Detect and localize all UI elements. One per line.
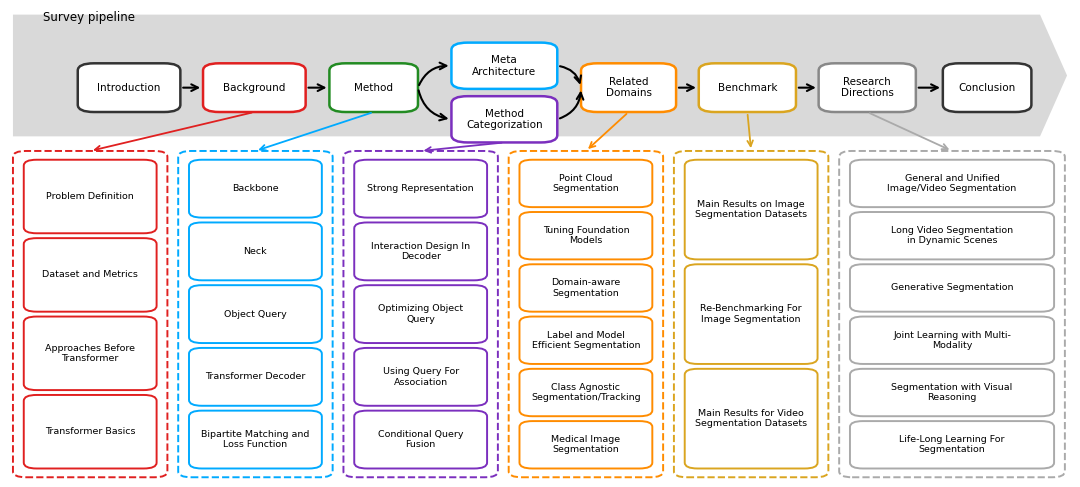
FancyBboxPatch shape	[850, 421, 1054, 468]
FancyBboxPatch shape	[519, 317, 652, 364]
Text: Joint Learning with Multi-
Modality: Joint Learning with Multi- Modality	[893, 331, 1011, 350]
FancyBboxPatch shape	[451, 43, 557, 89]
Text: Conclusion: Conclusion	[958, 83, 1016, 93]
Text: General and Unified
Image/Video Segmentation: General and Unified Image/Video Segmenta…	[888, 174, 1016, 193]
FancyBboxPatch shape	[519, 421, 652, 468]
Text: Neck: Neck	[244, 247, 267, 256]
FancyBboxPatch shape	[674, 151, 828, 477]
Polygon shape	[13, 15, 1067, 136]
FancyBboxPatch shape	[189, 160, 322, 218]
FancyBboxPatch shape	[329, 63, 418, 112]
FancyBboxPatch shape	[850, 317, 1054, 364]
FancyBboxPatch shape	[850, 369, 1054, 416]
Text: Introduction: Introduction	[97, 83, 161, 93]
Text: Object Query: Object Query	[224, 310, 287, 318]
FancyBboxPatch shape	[685, 369, 818, 468]
FancyBboxPatch shape	[685, 264, 818, 364]
Text: Interaction Design In
Decoder: Interaction Design In Decoder	[372, 242, 470, 261]
FancyBboxPatch shape	[189, 411, 322, 468]
FancyBboxPatch shape	[178, 151, 333, 477]
FancyBboxPatch shape	[189, 285, 322, 343]
Text: Domain-aware
Segmentation: Domain-aware Segmentation	[551, 278, 621, 298]
FancyBboxPatch shape	[354, 411, 487, 468]
FancyBboxPatch shape	[343, 151, 498, 477]
Text: Class Agnostic
Segmentation/Tracking: Class Agnostic Segmentation/Tracking	[531, 383, 640, 402]
FancyBboxPatch shape	[850, 160, 1054, 207]
Text: Medical Image
Segmentation: Medical Image Segmentation	[551, 435, 621, 454]
FancyBboxPatch shape	[850, 212, 1054, 260]
FancyBboxPatch shape	[189, 348, 322, 406]
Text: Strong Representation: Strong Representation	[367, 184, 474, 193]
FancyBboxPatch shape	[78, 63, 180, 112]
Text: Related
Domains: Related Domains	[606, 77, 651, 98]
Text: Life-Long Learning For
Segmentation: Life-Long Learning For Segmentation	[900, 435, 1004, 454]
Text: Method: Method	[354, 83, 393, 93]
Text: Using Query For
Association: Using Query For Association	[382, 367, 459, 387]
Text: Tuning Foundation
Models: Tuning Foundation Models	[542, 226, 630, 245]
FancyBboxPatch shape	[189, 223, 322, 281]
Text: Dataset and Metrics: Dataset and Metrics	[42, 270, 138, 280]
Text: Main Results on Image
Segmentation Datasets: Main Results on Image Segmentation Datas…	[696, 200, 807, 219]
FancyBboxPatch shape	[354, 285, 487, 343]
FancyBboxPatch shape	[581, 63, 676, 112]
Text: Method
Categorization: Method Categorization	[467, 109, 542, 130]
FancyBboxPatch shape	[354, 160, 487, 218]
Text: Optimizing Object
Query: Optimizing Object Query	[378, 304, 463, 324]
FancyBboxPatch shape	[839, 151, 1065, 477]
FancyBboxPatch shape	[24, 238, 157, 312]
FancyBboxPatch shape	[519, 264, 652, 312]
Text: Bipartite Matching and
Loss Function: Bipartite Matching and Loss Function	[201, 430, 310, 450]
Text: Main Results for Video
Segmentation Datasets: Main Results for Video Segmentation Data…	[696, 409, 807, 429]
Text: Problem Definition: Problem Definition	[46, 192, 134, 201]
FancyBboxPatch shape	[24, 317, 157, 390]
FancyBboxPatch shape	[519, 160, 652, 207]
Text: Label and Model
Efficient Segmentation: Label and Model Efficient Segmentation	[531, 331, 640, 350]
Text: Segmentation with Visual
Reasoning: Segmentation with Visual Reasoning	[891, 383, 1013, 402]
FancyBboxPatch shape	[850, 264, 1054, 312]
Text: Approaches Before
Transformer: Approaches Before Transformer	[45, 344, 135, 363]
FancyBboxPatch shape	[685, 160, 818, 260]
Text: Generative Segmentation: Generative Segmentation	[891, 283, 1013, 293]
FancyBboxPatch shape	[354, 348, 487, 406]
Text: Transformer Basics: Transformer Basics	[45, 427, 135, 436]
FancyBboxPatch shape	[13, 151, 167, 477]
Text: Backbone: Backbone	[232, 184, 279, 193]
FancyBboxPatch shape	[451, 96, 557, 142]
Text: Transformer Decoder: Transformer Decoder	[205, 373, 306, 381]
FancyBboxPatch shape	[24, 160, 157, 233]
FancyBboxPatch shape	[24, 395, 157, 468]
Text: Re-Benchmarking For
Image Segmentation: Re-Benchmarking For Image Segmentation	[700, 304, 802, 324]
FancyBboxPatch shape	[819, 63, 916, 112]
Text: Research
Directions: Research Directions	[841, 77, 893, 98]
Text: Meta
Architecture: Meta Architecture	[472, 55, 537, 76]
Text: Long Video Segmentation
in Dynamic Scenes: Long Video Segmentation in Dynamic Scene…	[891, 226, 1013, 245]
Text: Survey pipeline: Survey pipeline	[43, 11, 135, 23]
Text: Benchmark: Benchmark	[717, 83, 778, 93]
FancyBboxPatch shape	[203, 63, 306, 112]
FancyBboxPatch shape	[699, 63, 796, 112]
FancyBboxPatch shape	[519, 212, 652, 260]
FancyBboxPatch shape	[354, 223, 487, 281]
FancyBboxPatch shape	[943, 63, 1031, 112]
Text: Background: Background	[224, 83, 285, 93]
Text: Point Cloud
Segmentation: Point Cloud Segmentation	[553, 174, 619, 193]
FancyBboxPatch shape	[519, 369, 652, 416]
FancyBboxPatch shape	[509, 151, 663, 477]
Text: Conditional Query
Fusion: Conditional Query Fusion	[378, 430, 463, 450]
